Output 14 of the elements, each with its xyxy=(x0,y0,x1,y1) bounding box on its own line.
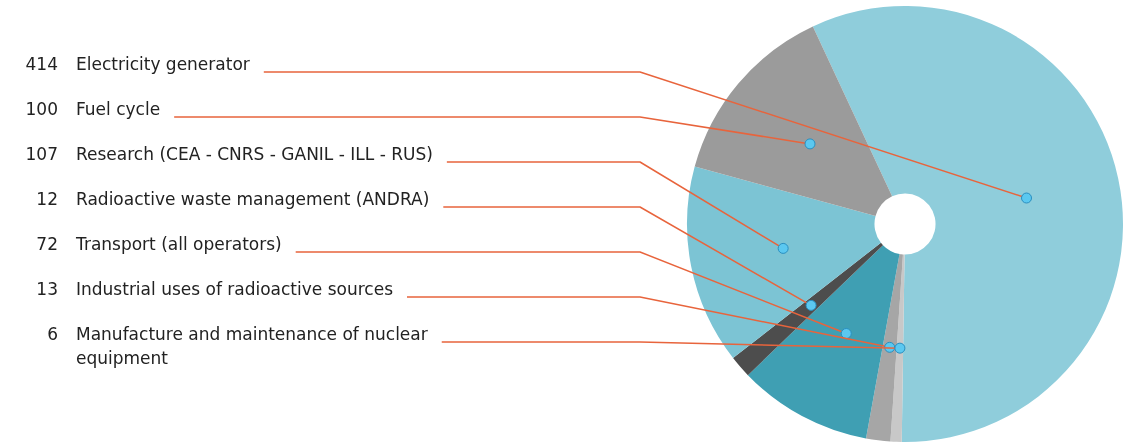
slice-label: Manufacture and maintenance of nuclear equipment xyxy=(76,324,428,369)
data-label: 414 xyxy=(25,54,58,75)
slice-label: Radioactive waste management (ANDRA) xyxy=(76,189,430,210)
data-label: 13 xyxy=(36,279,58,300)
slice-label: Research (CEA - CNRS - GANIL - ILL - RUS) xyxy=(76,144,433,165)
data-label: 72 xyxy=(36,234,58,255)
data-label: 100 xyxy=(25,99,58,120)
slice-label: Industrial uses of radioactive sources xyxy=(76,279,394,300)
data-label: 6 xyxy=(47,324,58,345)
slice-label: Fuel cycle xyxy=(76,99,161,120)
data-label: 107 xyxy=(25,144,58,165)
slice-label: Transport (all operators) xyxy=(75,234,282,255)
data-label: 12 xyxy=(36,189,58,210)
slice-label: Electricity generator xyxy=(76,54,250,75)
